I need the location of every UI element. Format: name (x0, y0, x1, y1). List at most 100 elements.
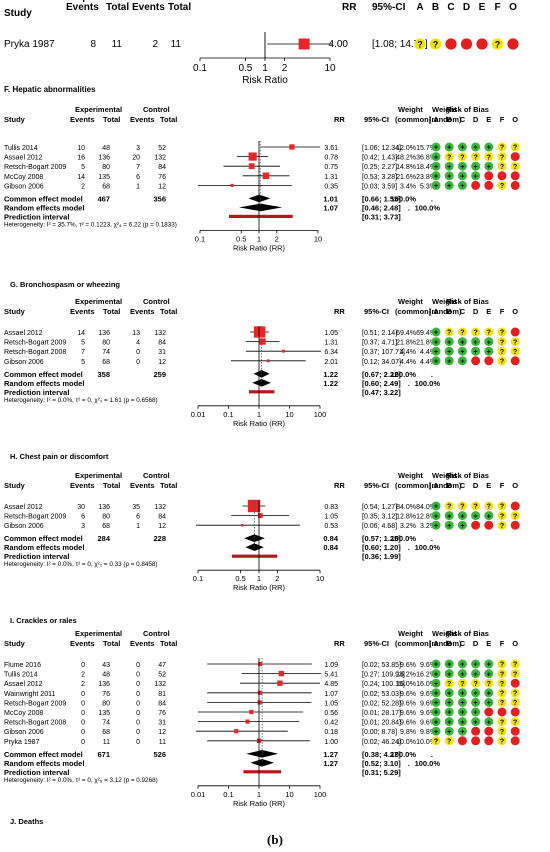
rob-low-circle (471, 688, 481, 698)
x-tick-label: 2 (275, 234, 279, 243)
x-tick-label: 1 (257, 790, 261, 799)
exp-events: 2 (81, 183, 85, 190)
heterogeneity-text: Heterogeneity: I² = 0.0%, τ² = 0, χ²₃ = … (4, 397, 158, 404)
exp-total: 74 (102, 720, 110, 727)
rob-low-symbol: + (460, 691, 464, 698)
rob-low-symbol: + (447, 719, 451, 726)
exp-total: 48 (102, 672, 110, 679)
weight-random-value: 4.4% (420, 359, 436, 366)
rob-domain-letter: E (479, 2, 486, 13)
experimental-group-header: Experimental (75, 105, 122, 114)
study-col-header: Study (4, 639, 26, 648)
common-weight-random: . (431, 534, 433, 543)
study-point-box (266, 359, 270, 363)
common-weight-common: 100.0% (391, 194, 417, 203)
weight-random-value: 23.8% (416, 174, 436, 181)
exp-events: 7 (81, 349, 85, 356)
study-point-box (254, 326, 266, 338)
ctrl-total-header: Total (160, 639, 177, 648)
random-model-label: Random effects model (4, 759, 84, 768)
weight-random-header: Weight (432, 105, 457, 114)
ctrl-events-header: Events (132, 2, 165, 13)
weight-random-header: Weight (432, 297, 457, 306)
rob-low-symbol: + (447, 729, 451, 736)
ci-value: [0.01; 28.17] (362, 710, 401, 717)
rob-low-symbol: + (434, 183, 438, 190)
random-effects-diamond (245, 543, 264, 551)
x-tick-label: 10 (285, 410, 293, 419)
weight-common-value: 9.6% (400, 710, 416, 717)
rob-low-symbol: + (434, 710, 438, 717)
x-tick-label: 1 (257, 234, 261, 243)
study-name: McCoy 2008 (4, 174, 43, 181)
rob-unclear-symbol: ? (500, 513, 504, 520)
rob-low-circle (471, 161, 481, 171)
ctrl-total: 31 (158, 720, 166, 727)
rr-value: 2.01 (324, 359, 338, 366)
rob-low-circle (431, 678, 441, 688)
rr-col-header: RR (334, 481, 345, 490)
rob-low-symbol: + (434, 339, 438, 346)
rob-domain-letter: F (500, 307, 505, 316)
ctrl-total: 84 (158, 340, 166, 347)
ci-value: [0.42; 1.43] (362, 155, 397, 162)
weight-random-sub-header: (random) (429, 307, 462, 316)
x-axis-label: Risk Ratio (242, 75, 288, 86)
forest-plot-crackles: Study Experimental Control Events Total Event… (0, 470, 550, 628)
rob-unclear-circle (429, 38, 442, 50)
rob-domain-letter: A (433, 115, 439, 124)
rob-low-circle (444, 171, 454, 181)
rob-high-circle (510, 152, 520, 162)
common-effect-diamond (253, 370, 270, 378)
rob-low-symbol: + (460, 164, 464, 171)
experimental-group-header: Experimental (75, 471, 122, 480)
ctrl-events: 0 (136, 691, 140, 698)
weight-random-value: 21.8% (416, 340, 436, 347)
rob-unclear-symbol: ? (500, 691, 504, 698)
study-point-box (257, 513, 263, 519)
experimental-group-header: Experimental (70, 0, 133, 3)
common-weight-random: . (431, 370, 433, 379)
exp-total: 136 (98, 155, 110, 162)
rob-low-circle (471, 171, 481, 181)
rob-unclear-circle (497, 337, 507, 347)
ctrl-events: 0 (136, 681, 140, 688)
rob-unclear-symbol: ? (513, 145, 517, 152)
ctrl-total: 76 (158, 710, 166, 717)
ci-value: [0.24; 100.15] (362, 681, 405, 688)
rob-low-circle (431, 327, 441, 337)
exp-total: 68 (102, 183, 110, 190)
ci-value: [0.35; 3.12] (362, 514, 397, 521)
rr-col-header: RR (334, 115, 345, 124)
ctrl-events: 1 (136, 183, 140, 190)
rob-low-symbol: + (434, 145, 438, 152)
rob-domain-letter: D (473, 639, 479, 648)
rob-unclear-circle (457, 501, 467, 511)
rob-domain-letter: E (486, 481, 491, 490)
rob-low-circle (484, 511, 494, 521)
study-name: Tullis 2014 (4, 672, 38, 679)
study-point-box (278, 670, 285, 677)
rob-low-symbol: + (434, 700, 438, 707)
prediction-interval-ci: [0.31; 3.73] (362, 212, 401, 221)
rob-low-circle (431, 356, 441, 366)
rob-low-symbol: + (487, 662, 491, 669)
study-name: Gibson 2006 (4, 183, 44, 190)
study-point-box (257, 700, 262, 705)
rob-unclear-circle (497, 501, 507, 511)
rr-value: 0.53 (324, 523, 338, 530)
ctrl-total-header: Total (168, 2, 191, 13)
rob-low-symbol: + (434, 513, 438, 520)
rob-domain-letter: C (460, 115, 466, 124)
rob-unclear-symbol: ? (500, 145, 504, 152)
exp-events: 5 (81, 164, 85, 171)
ctrl-events: 4 (136, 340, 140, 347)
exp-total: 68 (102, 359, 110, 366)
weight-common-value: 3.4% (400, 183, 416, 190)
rob-domain-letter: O (512, 115, 518, 124)
ctrl-events: 6 (136, 514, 140, 521)
rob-high-circle (471, 520, 481, 530)
rob-unclear-circle (471, 501, 481, 511)
rob-domain-letter: A (416, 2, 423, 13)
weight-common-sub-header: (common) (395, 639, 432, 648)
